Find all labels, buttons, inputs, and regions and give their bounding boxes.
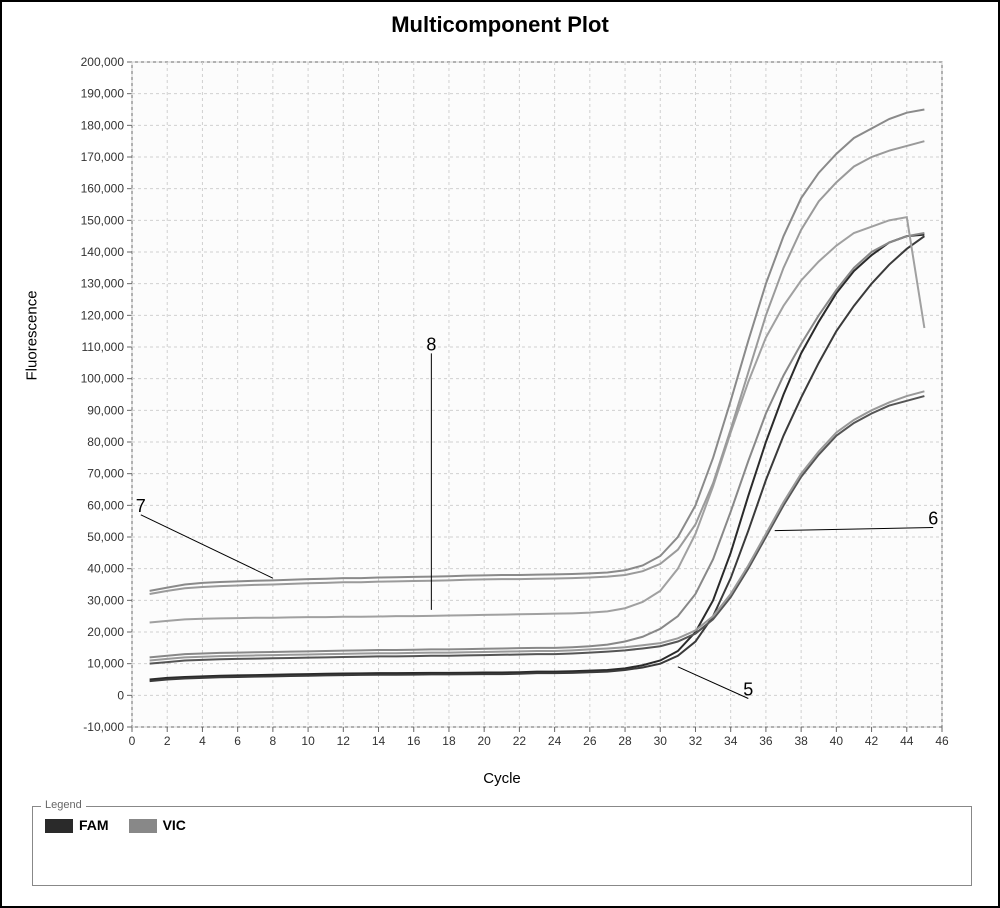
chart-plot-area: Fluorescence -10,000010,00020,00030,0004… (42, 52, 962, 782)
svg-text:42: 42 (865, 734, 879, 748)
svg-text:10,000: 10,000 (87, 657, 124, 671)
svg-text:5: 5 (743, 680, 753, 700)
svg-text:18: 18 (442, 734, 456, 748)
svg-text:120,000: 120,000 (81, 308, 125, 322)
legend-items: FAM VIC (33, 807, 971, 845)
svg-text:140,000: 140,000 (81, 245, 125, 259)
svg-text:40: 40 (830, 734, 844, 748)
svg-text:20: 20 (477, 734, 491, 748)
svg-text:0: 0 (129, 734, 136, 748)
svg-text:32: 32 (689, 734, 703, 748)
svg-text:14: 14 (372, 734, 386, 748)
svg-text:-10,000: -10,000 (83, 720, 124, 734)
legend-title: Legend (41, 799, 86, 811)
svg-text:110,000: 110,000 (82, 340, 125, 354)
legend-label: FAM (79, 817, 109, 833)
legend-item: VIC (129, 817, 186, 835)
svg-text:90,000: 90,000 (87, 403, 124, 417)
legend-swatch (45, 819, 73, 833)
legend-swatch (129, 819, 157, 833)
svg-text:6: 6 (234, 734, 241, 748)
chart-title: Multicomponent Plot (2, 2, 998, 48)
chart-svg: -10,000010,00020,00030,00040,00050,00060… (42, 52, 962, 782)
svg-text:100,000: 100,000 (81, 372, 125, 386)
svg-text:44: 44 (900, 734, 914, 748)
svg-text:24: 24 (548, 734, 562, 748)
svg-text:30,000: 30,000 (87, 593, 124, 607)
svg-text:26: 26 (583, 734, 597, 748)
y-axis-label: Fluorescence (24, 290, 41, 380)
svg-text:8: 8 (270, 734, 277, 748)
svg-text:80,000: 80,000 (87, 435, 124, 449)
svg-text:30: 30 (654, 734, 668, 748)
svg-text:130,000: 130,000 (81, 277, 125, 291)
svg-text:20,000: 20,000 (87, 625, 124, 639)
svg-text:190,000: 190,000 (81, 87, 125, 101)
svg-text:22: 22 (513, 734, 527, 748)
svg-text:40,000: 40,000 (87, 562, 124, 576)
svg-text:180,000: 180,000 (81, 118, 125, 132)
legend-label: VIC (163, 817, 186, 833)
svg-text:34: 34 (724, 734, 738, 748)
svg-text:16: 16 (407, 734, 421, 748)
svg-text:10: 10 (301, 734, 315, 748)
svg-text:60,000: 60,000 (87, 498, 124, 512)
svg-text:8: 8 (426, 334, 436, 354)
svg-text:170,000: 170,000 (81, 150, 125, 164)
svg-text:4: 4 (199, 734, 206, 748)
x-axis-label: Cycle (483, 770, 521, 787)
svg-text:160,000: 160,000 (81, 182, 125, 196)
legend-item: FAM (45, 817, 109, 835)
svg-text:7: 7 (136, 496, 146, 516)
svg-text:70,000: 70,000 (87, 467, 124, 481)
svg-text:2: 2 (164, 734, 171, 748)
svg-text:28: 28 (618, 734, 632, 748)
svg-text:200,000: 200,000 (81, 55, 125, 69)
svg-text:36: 36 (759, 734, 773, 748)
svg-text:38: 38 (794, 734, 808, 748)
svg-text:50,000: 50,000 (87, 530, 124, 544)
svg-text:12: 12 (337, 734, 351, 748)
chart-container: Multicomponent Plot Fluorescence -10,000… (0, 0, 1000, 908)
svg-text:6: 6 (928, 509, 938, 529)
svg-text:46: 46 (935, 734, 949, 748)
svg-text:0: 0 (117, 688, 124, 702)
svg-text:150,000: 150,000 (81, 213, 125, 227)
legend-box: Legend FAMVIC (32, 806, 972, 886)
